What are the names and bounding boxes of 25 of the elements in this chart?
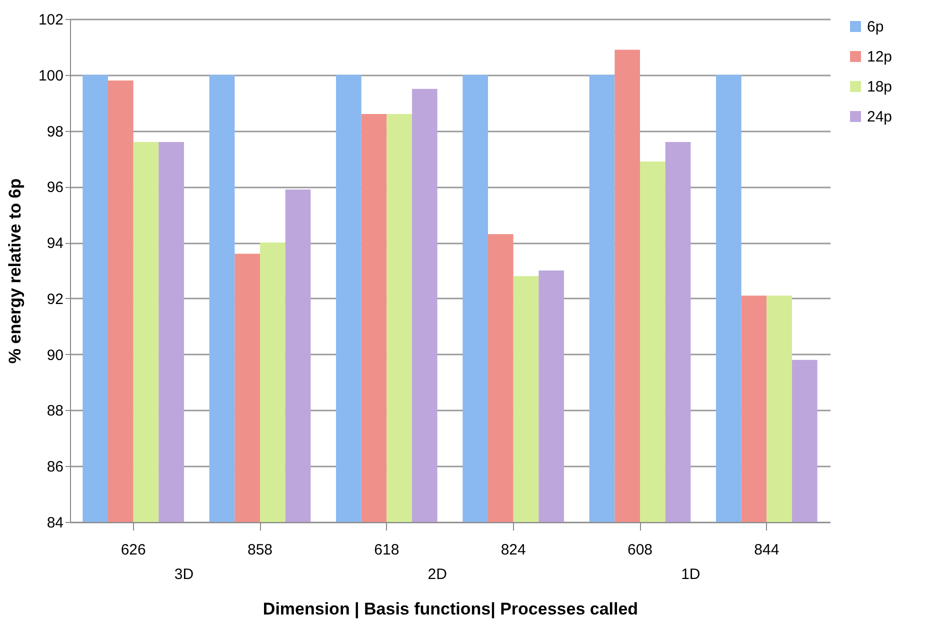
y-tick-label: 98 xyxy=(46,123,64,140)
x-tick-label: 824 xyxy=(500,542,526,558)
x-tick-label: 608 xyxy=(627,542,653,558)
y-tick-label: 88 xyxy=(46,402,64,420)
legend-label: 12p xyxy=(867,48,892,66)
x-tick-label: 618 xyxy=(374,542,400,558)
y-tick-label: 102 xyxy=(38,12,64,28)
y-tick-label: 84 xyxy=(46,514,64,532)
text: 2D xyxy=(428,566,448,583)
y-tick-label: 92 xyxy=(46,290,64,308)
legend-label: 18p xyxy=(867,78,892,96)
y-tick-label: 100 xyxy=(38,67,64,84)
legend-label: 24p xyxy=(867,108,892,126)
y-tick-label: 86 xyxy=(46,458,64,476)
y-tick-label: 94 xyxy=(46,235,64,252)
x-tick-label: 844 xyxy=(754,542,780,558)
text: 1D xyxy=(681,566,700,583)
y-axis-title: % energy relative to 6p xyxy=(5,178,24,364)
y-tick-label: 96 xyxy=(46,179,64,196)
x-axis-title: Dimension | Basis functions| Processes called xyxy=(262,600,638,618)
legend-label: 6p xyxy=(867,18,884,36)
y-tick-label: 90 xyxy=(46,346,64,364)
text: 3D xyxy=(174,566,194,583)
x-tick-label: 858 xyxy=(247,542,273,558)
x-tick-label: 626 xyxy=(120,542,146,558)
